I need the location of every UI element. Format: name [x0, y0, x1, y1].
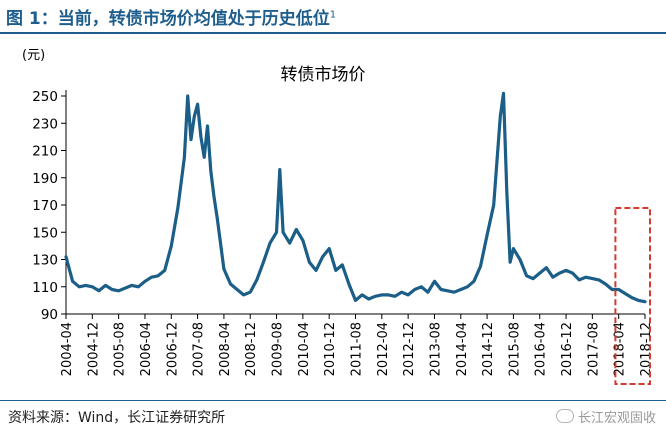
- x-tick-label: 2016-12: [560, 322, 575, 376]
- x-tick-label: 2005-08: [113, 322, 128, 376]
- x-tick-label: 2004-12: [86, 322, 101, 376]
- figure-title: 图 1：当前，转债市场价均值处于历史低位1: [6, 4, 336, 29]
- y-tick-label: 90: [41, 307, 58, 323]
- x-tick-label: 2006-04: [139, 322, 154, 376]
- x-tick-label: 2010-04: [297, 322, 312, 376]
- figure-title-footnote: 1: [329, 9, 337, 21]
- x-axis: 2004-04 2004-12 2005-08 2006-04 2006-12 2007-…: [60, 313, 654, 376]
- watermark-text: 长江宏观固收: [577, 411, 656, 426]
- source-note: 资料来源：Wind，长江证券研究所: [8, 410, 226, 426]
- x-tick-label: 2016-04: [534, 322, 549, 376]
- title-divider: [0, 32, 666, 34]
- x-tick-label: 2018-12: [639, 322, 654, 376]
- y-tick-label: 130: [32, 253, 58, 269]
- y-tick-label: 150: [32, 225, 58, 241]
- watermark: 长江宏观固收: [555, 407, 656, 426]
- chart-title: 转债市场价: [281, 65, 366, 85]
- y-tick-label: 230: [32, 116, 58, 132]
- wechat-icon: [555, 409, 574, 423]
- y-tick-label: 170: [32, 198, 58, 214]
- y-tick-label: 250: [32, 89, 58, 105]
- figure-title-text: 图 1：当前，转债市场价均值处于历史低位: [6, 9, 330, 29]
- x-tick-label: 2014-12: [481, 322, 496, 376]
- x-tick-label: 2014-04: [455, 322, 470, 376]
- x-tick-label: 2008-04: [218, 322, 233, 376]
- x-tick-label: 2009-08: [271, 322, 286, 376]
- x-tick-label: 2010-12: [323, 322, 338, 376]
- x-tick-label: 2015-08: [507, 322, 522, 376]
- x-tick-label: 2006-12: [165, 322, 180, 376]
- y-axis: 90 110 130 150 170 190 210 230 250: [32, 89, 67, 323]
- x-tick-label: 2012-04: [376, 322, 391, 376]
- x-tick-label: 2004-04: [60, 322, 75, 376]
- x-tick-label: 2012-12: [402, 322, 417, 376]
- x-tick-label: 2013-08: [428, 322, 443, 376]
- y-tick-label: 210: [32, 144, 58, 160]
- series-line: [64, 91, 647, 304]
- x-tick-label: 2011-08: [350, 322, 365, 376]
- line-chart: (元) 转债市场价 90 110 130 150 170 190 210 230 250 200…: [22, 48, 654, 385]
- y-tick-label: 110: [32, 280, 58, 296]
- x-tick-label: 2008-12: [244, 322, 259, 376]
- x-tick-label: 2007-08: [192, 322, 207, 376]
- y-tick-label: 190: [32, 171, 58, 187]
- x-tick-label: 2017-08: [586, 322, 601, 376]
- x-tick-label: 2018-04: [613, 322, 628, 376]
- highlight-box: [614, 207, 651, 385]
- footer-divider: [0, 400, 666, 401]
- y-axis-unit-label: (元): [22, 48, 45, 63]
